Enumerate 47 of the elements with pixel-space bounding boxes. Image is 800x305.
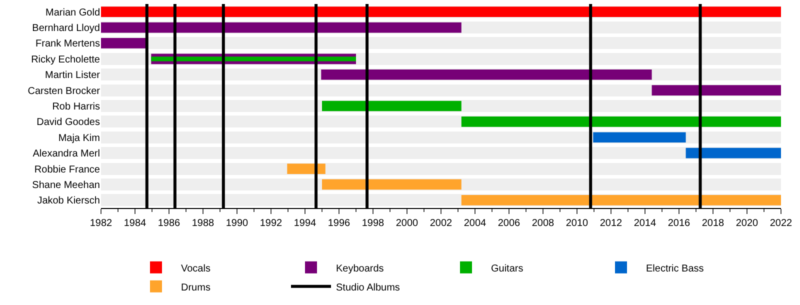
- y-tick-label: Shane Meehan: [32, 180, 100, 191]
- x-tick-label: 2014: [634, 218, 657, 229]
- x-tick-label: 1992: [260, 218, 283, 229]
- legend-label: Keyboards: [336, 263, 384, 274]
- bar: [593, 132, 686, 143]
- y-tick-label: Carsten Brocker: [28, 86, 101, 97]
- y-tick-label: Martin Lister: [44, 70, 101, 82]
- y-tick-label: Robbie France: [34, 164, 100, 176]
- x-tick-label: 1998: [362, 218, 385, 229]
- y-tick-label: Ricky Echolette: [31, 54, 100, 66]
- legend-label: Vocals: [181, 263, 210, 274]
- x-tick-label: 1990: [226, 218, 249, 229]
- bar: [652, 85, 781, 96]
- x-tick-label: 2018: [702, 218, 725, 229]
- y-tick-label: Rob Harris: [52, 102, 100, 112]
- x-tick-label: 1984: [124, 218, 147, 229]
- y-tick-label: Alexandra Merl: [32, 148, 100, 160]
- x-tick-label: 2020: [736, 218, 759, 229]
- y-tick-label: Frank Mertens: [36, 38, 100, 50]
- legend-label: Electric Bass: [646, 263, 704, 274]
- y-tick-label: David Goodes: [36, 117, 100, 128]
- x-tick-label: 1996: [328, 218, 351, 229]
- y-tick-label: Jakob Kiersch: [37, 196, 100, 207]
- x-tick-label: 1986: [158, 218, 181, 229]
- x-tick-label: 2016: [668, 218, 691, 229]
- bar: [322, 100, 462, 112]
- legend-label: Guitars: [491, 263, 524, 274]
- x-tick-label: 2004: [464, 218, 487, 229]
- y-tick-label: Bernhard Lloyd: [32, 23, 100, 34]
- x-tick-label: 1982: [90, 218, 113, 229]
- x-tick-label: 2022: [770, 218, 793, 229]
- y-tick-label: Marian Gold: [46, 7, 100, 18]
- x-tick-label: 2010: [566, 218, 589, 229]
- x-tick-label: 2012: [600, 218, 623, 229]
- bar: [686, 148, 781, 158]
- x-tick-label: 2006: [498, 218, 521, 229]
- x-tick-label: 2000: [396, 218, 419, 229]
- x-tick-label: 2008: [532, 218, 555, 229]
- bar: [322, 179, 462, 190]
- bar: [287, 164, 326, 174]
- x-tick-label: 2002: [430, 218, 453, 229]
- legend-label: Drums: [181, 282, 210, 294]
- bar: [101, 38, 147, 48]
- y-tick-label: Maja Kim: [58, 132, 100, 144]
- legend-label: Studio Albums: [336, 282, 400, 294]
- x-tick-label: 1988: [192, 218, 215, 229]
- x-tick-label: 1994: [294, 218, 317, 229]
